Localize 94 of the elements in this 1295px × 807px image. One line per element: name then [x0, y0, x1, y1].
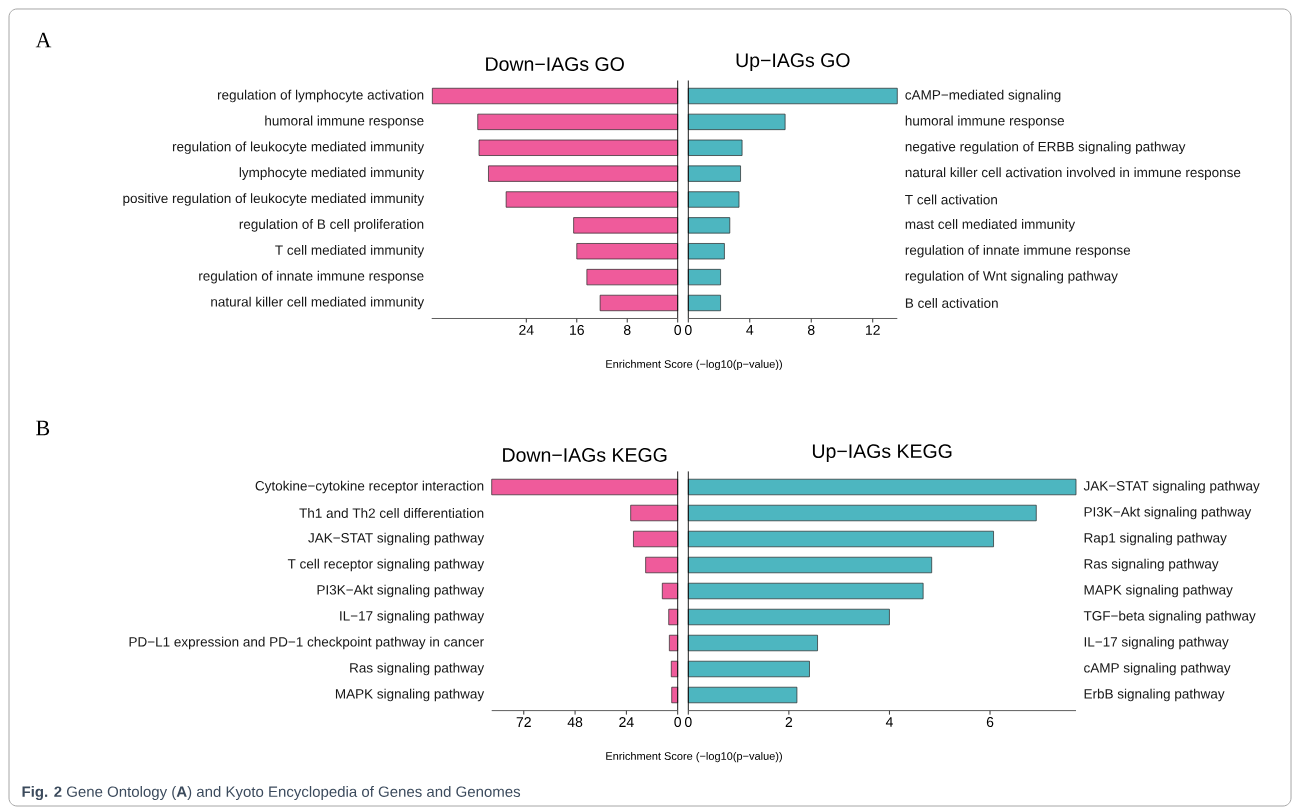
- bar: [687, 269, 721, 286]
- y-tick-label: lymphocyte mediated immunity: [239, 167, 425, 180]
- bar: [687, 113, 786, 130]
- y-tick-label: PD−L1 expression and PD−1 checkpoint pathway in cancer: [129, 636, 484, 650]
- x-tick-label: 16: [570, 325, 584, 335]
- y-tick-label: cAMP signaling pathway: [1084, 662, 1231, 676]
- bar: [687, 165, 741, 182]
- bar: [687, 556, 933, 574]
- bar: [687, 217, 731, 234]
- y-tick-label: regulation of Wnt signaling pathway: [905, 270, 1118, 284]
- y-tick-label: natural killer cell mediated immunity: [211, 296, 425, 310]
- y-tick-label: positive regulation of leukocyte mediated immunity: [123, 193, 425, 206]
- chart-title: Up−IAGs KEGG: [812, 444, 952, 462]
- y-tick-label: cAMP−mediated signaling: [905, 89, 1061, 103]
- y-tick-label: IL−17 signaling pathway: [1084, 636, 1229, 650]
- x-tick-label: 8: [623, 325, 631, 335]
- y-tick-label: regulation of lymphocyte activation: [217, 89, 424, 103]
- bar: [687, 504, 1037, 522]
- chart-title: Down−IAGs GO: [486, 57, 624, 71]
- y-tick-label: IL−17 signaling pathway: [340, 610, 485, 624]
- y-tick-label: MAPK signaling pathway: [335, 688, 485, 702]
- x-tick-label: 24: [519, 325, 534, 335]
- bar: [687, 608, 890, 626]
- bar: [477, 113, 679, 130]
- bar: [687, 243, 725, 260]
- y-tick-label: B cell activation: [905, 298, 998, 308]
- y-tick-label: JAK−STAT signaling pathway: [308, 532, 485, 546]
- y-tick-label: PI3K−Akt signaling pathway: [317, 584, 485, 598]
- x-tick-label: 0: [674, 325, 682, 335]
- bar: [576, 243, 679, 260]
- y-tick-label: PI3K−Akt signaling pathway: [1084, 506, 1252, 520]
- x-tick-label: 6: [986, 717, 994, 728]
- y-tick-label: MAPK signaling pathway: [1084, 584, 1233, 598]
- y-tick-label: Ras signaling pathway: [1084, 558, 1219, 572]
- bar: [488, 165, 679, 182]
- y-tick-label: humoral immune response: [265, 115, 424, 129]
- bar: [687, 660, 810, 678]
- x-axis-title: Enrichment Score (−log10(p−value)): [606, 359, 782, 371]
- bar: [687, 530, 994, 548]
- bar: [630, 504, 679, 522]
- bar: [687, 582, 924, 600]
- bar: [491, 478, 679, 496]
- bar: [687, 634, 818, 652]
- y-tick-label: TGF−beta signaling pathway: [1083, 610, 1256, 624]
- x-tick-label: 0: [684, 325, 692, 335]
- chart-title: Up−IAGs GO: [736, 53, 850, 71]
- text: Fig. 2 Gene Ontology (A) and Kyoto Encyclopedia of Genes and Genomes: [22, 785, 521, 801]
- bar: [687, 87, 898, 105]
- bar: [586, 268, 679, 286]
- y-tick-label: mast cell mediated immunity: [905, 219, 1076, 232]
- y-tick-label: regulation of B cell proliferation: [239, 219, 424, 232]
- y-tick-label: negative regulation of ERBB signaling pathway: [905, 141, 1186, 155]
- x-tick-label: 0: [674, 717, 682, 728]
- x-tick-label: 24: [619, 717, 634, 727]
- bar: [478, 139, 679, 156]
- bar: [431, 87, 679, 105]
- x-tick-label: 48: [567, 717, 583, 728]
- bar: [633, 530, 679, 548]
- y-tick-label: ErbB signaling pathway: [1084, 688, 1225, 702]
- y-tick-label: Th1 and Th2 cell differentiation: [299, 508, 484, 518]
- text: A: [35, 32, 52, 48]
- x-tick-label: 12: [866, 325, 880, 335]
- chart-title: Down−IAGs KEGG: [503, 448, 667, 462]
- y-tick-label: Rap1 signaling pathway: [1084, 532, 1227, 546]
- y-tick-label: natural killer cell activation involved in immune response: [905, 167, 1241, 180]
- x-tick-label: 2: [785, 717, 793, 727]
- bar: [505, 191, 679, 208]
- y-tick-label: regulation of innate immune response: [199, 270, 424, 284]
- bar: [687, 478, 1077, 496]
- x-tick-label: 4: [746, 325, 754, 335]
- bar: [687, 294, 721, 312]
- bar: [599, 294, 679, 312]
- y-tick-label: regulation of innate immune response: [905, 244, 1131, 258]
- bar: [645, 556, 679, 574]
- y-tick-label: humoral immune response: [905, 115, 1065, 129]
- y-tick-label: T cell receptor signaling pathway: [287, 558, 485, 572]
- x-tick-label: 72: [516, 717, 531, 727]
- bar: [661, 582, 679, 600]
- x-tick-label: 8: [807, 325, 815, 335]
- y-tick-label: T cell mediated immunity: [275, 244, 425, 258]
- x-tick-label: 0: [684, 717, 692, 728]
- bar: [573, 217, 679, 234]
- y-tick-label: Ras signaling pathway: [350, 662, 485, 676]
- bar: [687, 686, 798, 704]
- x-axis-title: Enrichment Score (−log10(p−value)): [606, 751, 782, 763]
- y-tick-label: T cell activation: [905, 194, 997, 205]
- bar: [687, 139, 743, 156]
- x-tick-label: 4: [885, 717, 893, 727]
- bar: [668, 608, 679, 626]
- y-tick-label: JAK−STAT signaling pathway: [1083, 480, 1260, 494]
- y-tick-label: regulation of leukocyte mediated immunity: [172, 141, 425, 155]
- text: B: [36, 420, 50, 436]
- y-tick-label: Cytokine−cytokine receptor interaction: [255, 480, 484, 494]
- bar: [687, 191, 740, 208]
